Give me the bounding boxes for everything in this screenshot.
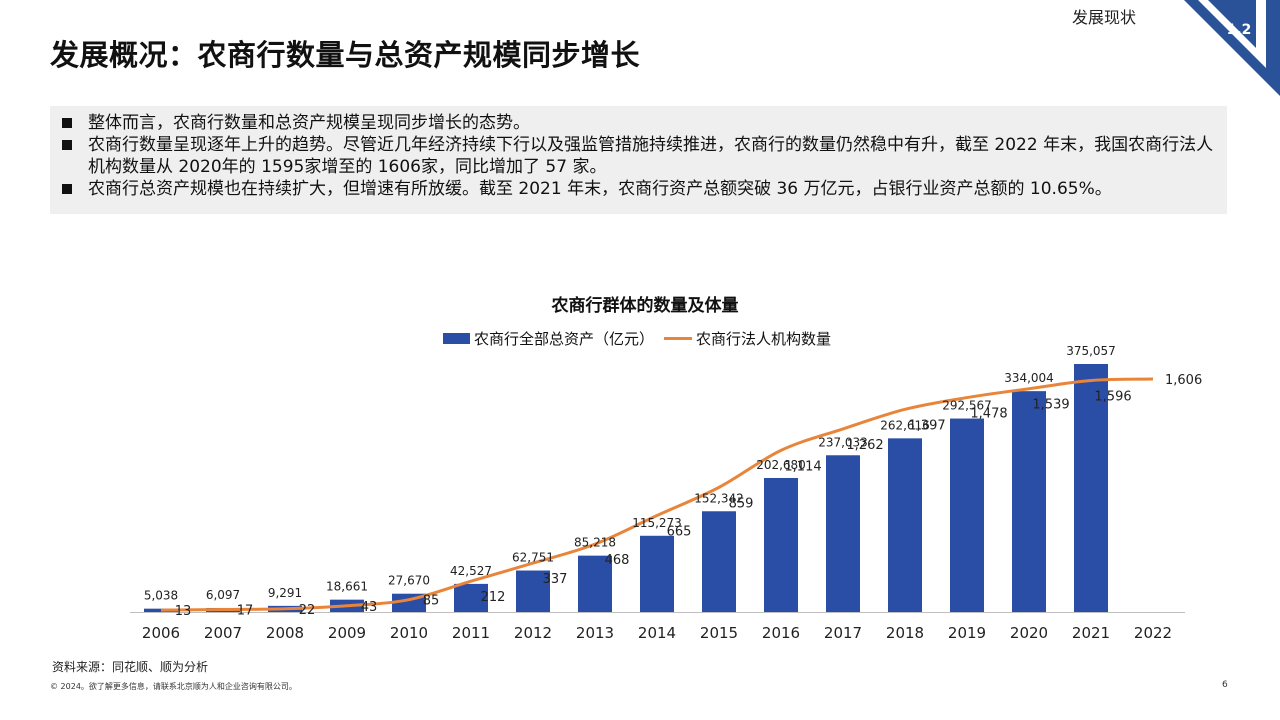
- line-value-label-2010: 85: [423, 594, 440, 609]
- bar-value-label-2008: 9,291: [268, 586, 302, 600]
- line-series-institutions: [160, 377, 1154, 612]
- chart-container: 5,038 6,097 9,291 18,661 27,670 42,527 62,751 8…: [0, 280, 1280, 650]
- bar-2020: [1012, 391, 1046, 612]
- x-tick-label-2015: 2015: [700, 624, 738, 642]
- combo-chart: 5,038 6,097 9,291 18,661 27,670 42,527 62,751 8…: [130, 344, 1202, 642]
- x-tick-label-2006: 2006: [142, 624, 180, 642]
- line-value-label-2011: 212: [481, 590, 506, 605]
- line-value-label-2022: 1,606: [1165, 373, 1202, 388]
- bar-2011: [454, 583, 488, 612]
- x-tick-label-2014: 2014: [638, 624, 676, 642]
- line-value-label-2014: 665: [667, 525, 692, 540]
- legend-line-swatch: [664, 336, 693, 340]
- page-title: 发展概况：农商行数量与总资产规模同步增长: [50, 38, 641, 72]
- bar-2019: [950, 418, 984, 612]
- bar-value-label-2020: 334,004: [1004, 371, 1054, 385]
- bar-value-label-2011: 42,527: [450, 564, 492, 578]
- summary-box: 整体而言，农商行数量和总资产规模呈现同步增长的态势。 农商行数量呈现逐年上升的趋…: [50, 106, 1227, 214]
- bar-value-label-2017: 237,033: [818, 435, 868, 449]
- line-value-label-2017: 1,262: [846, 438, 883, 453]
- summary-bullet-text: 农商行数量呈现逐年上升的趋势。尽管近几年经济持续下行以及强监管措施持续推进，农商…: [88, 135, 1214, 177]
- source-note: 资料来源：同花顺、顺为分析: [52, 660, 209, 674]
- x-tick-label-2009: 2009: [328, 624, 366, 642]
- x-tick-label-2010: 2010: [390, 624, 428, 642]
- section-number: 1.2: [1227, 22, 1252, 38]
- line-value-label-2012: 337: [543, 572, 568, 587]
- chart-title: 农商行群体的数量及体量: [551, 296, 739, 316]
- bar-2021: [1074, 364, 1108, 612]
- section-number-badge: 1.2: [1184, 0, 1280, 96]
- bar-value-label-2015: 152,342: [694, 491, 744, 505]
- x-tick-label-2011: 2011: [452, 624, 490, 642]
- line-value-label-2006: 13: [175, 604, 192, 619]
- bar-2006: [144, 608, 178, 612]
- line-value-label-2007: 17: [237, 604, 254, 619]
- line-value-label-2019: 1,478: [970, 407, 1007, 422]
- square-bullet-icon: [62, 140, 72, 150]
- x-tick-label-2007: 2007: [204, 624, 242, 642]
- bar-value-label-2014: 115,273: [632, 516, 682, 530]
- page-number: 6: [1222, 680, 1228, 690]
- x-tick-label-2013: 2013: [576, 624, 614, 642]
- line-value-label-2021: 1,596: [1094, 389, 1131, 404]
- line-value-label-2018: 1,397: [908, 418, 945, 433]
- summary-list: 整体而言，农商行数量和总资产规模呈现同步增长的态势。 农商行数量呈现逐年上升的趋…: [50, 106, 1227, 200]
- x-tick-label-2008: 2008: [266, 624, 304, 642]
- bar-2018: [888, 438, 922, 612]
- bar-value-label-2013: 85,218: [574, 536, 616, 550]
- line-value-label-2008: 22: [299, 603, 316, 618]
- summary-bullet-text: 农商行总资产规模也在持续扩大，但增速有所放缓。截至 2021 年末，农商行资产总…: [88, 179, 1112, 199]
- legend-line-label: 农商行法人机构数量: [696, 329, 832, 348]
- badge-core-triangle: [1208, 0, 1256, 48]
- x-tick-label-2018: 2018: [886, 624, 924, 642]
- bar-2014: [640, 535, 674, 612]
- x-tick-label-2022: 2022: [1134, 624, 1172, 642]
- bar-2012: [516, 570, 550, 612]
- bar-value-label-2019: 292,567: [942, 399, 992, 413]
- bar-value-label-2012: 62,751: [512, 551, 554, 565]
- line-value-label-2015: 859: [729, 496, 754, 511]
- bar-value-label-2021: 375,057: [1066, 344, 1116, 358]
- x-tick-label-2016: 2016: [762, 624, 800, 642]
- square-bullet-icon: [62, 184, 72, 194]
- legend-bar-swatch: [443, 332, 470, 344]
- bar-value-label-2010: 27,670: [388, 574, 430, 588]
- copyright-note: © 2024。欲了解更多信息，请联系北京顺为人和企业咨询有限公司。: [50, 682, 297, 691]
- line-value-label-2020: 1,539: [1032, 398, 1069, 413]
- line-value-label-2009: 43: [361, 600, 378, 615]
- x-tick-label-2012: 2012: [514, 624, 552, 642]
- x-tick-label-2021: 2021: [1072, 624, 1110, 642]
- bar-value-label-2016: 202,680: [756, 458, 806, 472]
- bar-2017: [826, 455, 860, 612]
- bar-value-label-2006: 5,038: [144, 589, 178, 603]
- line-value-label-2013: 468: [605, 553, 630, 568]
- square-bullet-icon: [62, 118, 72, 128]
- x-tick-label-2020: 2020: [1010, 624, 1048, 642]
- x-tick-label-2017: 2017: [824, 624, 862, 642]
- bar-value-label-2009: 18,661: [326, 580, 368, 594]
- x-tick-label-2019: 2019: [948, 624, 986, 642]
- summary-bullet-item: 农商行总资产规模也在持续扩大，但增速有所放缓。截至 2021 年末，农商行资产总…: [50, 178, 1227, 200]
- bar-2016: [764, 477, 798, 612]
- chart-legend: 农商行全部总资产（亿元） 农商行法人机构数量: [443, 328, 831, 348]
- summary-bullet-text: 整体而言，农商行数量和总资产规模呈现同步增长的态势。: [88, 113, 530, 133]
- bar-2013: [578, 555, 612, 612]
- bar-2015: [702, 511, 736, 612]
- section-label: 发展现状: [1072, 8, 1137, 27]
- summary-bullet-item: 农商行数量呈现逐年上升的趋势。尽管近几年经济持续下行以及强监管措施持续推进，农商…: [50, 134, 1227, 178]
- bar-value-label-2007: 6,097: [206, 588, 240, 602]
- bar-value-label-2018: 262,616: [880, 418, 930, 432]
- line-value-label-2016: 1,114: [784, 459, 821, 474]
- legend-bar-label: 农商行全部总资产（亿元）: [474, 329, 655, 348]
- summary-bullet-item: 整体而言，农商行数量和总资产规模呈现同步增长的态势。: [50, 112, 1227, 134]
